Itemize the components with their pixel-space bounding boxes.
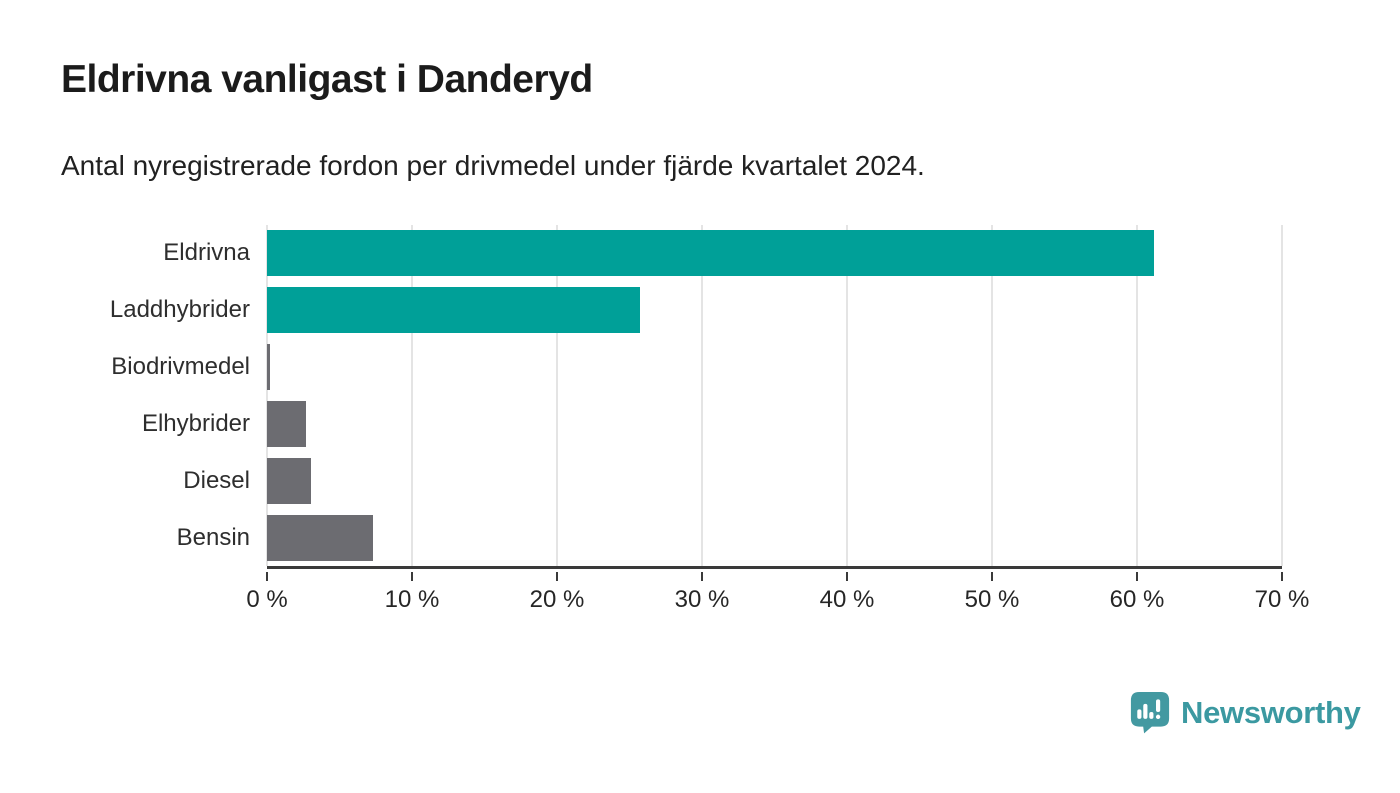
bars: Eldrivna Laddhybrider Biodrivmedel Elhybrid… xyxy=(110,225,1282,566)
bar-eldrivna xyxy=(267,230,1155,277)
chart-title: Eldrivna vanligast i Danderyd xyxy=(61,58,593,101)
bar-row-eldrivna: Eldrivna xyxy=(163,225,1282,282)
bar-laddhybrider xyxy=(267,287,640,334)
bar-bensin xyxy=(267,514,373,561)
gridline-30 xyxy=(701,225,703,566)
bar-row-bensin: Bensin xyxy=(177,509,1282,566)
x-tick-label: 30 % xyxy=(674,586,730,613)
gridline-40 xyxy=(846,225,848,566)
bar-row-diesel: Diesel xyxy=(183,452,1282,509)
bar-biodrivmedel xyxy=(267,344,270,391)
x-tick-20 xyxy=(556,572,558,581)
x-tick-label: 50 % xyxy=(964,586,1020,613)
x-axis: 0 % 10 % 20 % 30 % 40 % 50 % 60 % 70 % xyxy=(246,572,1309,622)
category-label: Elhybrider xyxy=(141,409,250,437)
x-tick-30 xyxy=(701,572,703,581)
bar-elhybrider xyxy=(267,400,307,447)
category-label: Eldrivna xyxy=(163,239,250,267)
x-tick-70 xyxy=(1281,572,1283,581)
gridline-50 xyxy=(991,225,993,566)
x-tick-label: 40 % xyxy=(819,586,875,613)
gridline-0 xyxy=(266,225,268,566)
bar-diesel xyxy=(267,457,311,504)
chart-subtitle: Antal nyregistrerade fordon per drivmede… xyxy=(61,150,925,181)
x-tick-60 xyxy=(1136,572,1138,581)
category-label: Diesel xyxy=(183,466,250,494)
x-tick-label: 20 % xyxy=(529,586,585,613)
x-tick-10 xyxy=(411,572,413,581)
newsworthy-bubble-chart-icon xyxy=(1130,691,1170,734)
plot-area: Eldrivna Laddhybrider Biodrivmedel Elhybrid… xyxy=(110,225,1283,569)
x-tick-label: 70 % xyxy=(1254,586,1310,613)
x-tick-50 xyxy=(991,572,993,581)
bar-row-laddhybrider: Laddhybrider xyxy=(110,282,1282,339)
gridline-70 xyxy=(1281,225,1283,566)
x-tick-0 xyxy=(266,572,268,581)
brand-name: Newsworthy xyxy=(1181,694,1361,730)
bar-row-elhybrider: Elhybrider xyxy=(142,395,1282,452)
gridline-20 xyxy=(556,225,558,566)
x-tick-label: 0 % xyxy=(246,586,288,613)
x-tick-label: 10 % xyxy=(384,586,440,613)
x-tick-label: 60 % xyxy=(1109,586,1165,613)
gridline-10 xyxy=(411,225,413,566)
brand-logo: Newsworthy xyxy=(1130,691,1361,734)
category-label: Laddhybrider xyxy=(109,296,250,324)
bar-row-biodrivmedel: Biodrivmedel xyxy=(111,339,1282,396)
x-tick-40 xyxy=(846,572,848,581)
category-label: Bensin xyxy=(176,523,250,551)
category-label: Biodrivmedel xyxy=(111,353,250,381)
gridline-60 xyxy=(1136,225,1138,566)
